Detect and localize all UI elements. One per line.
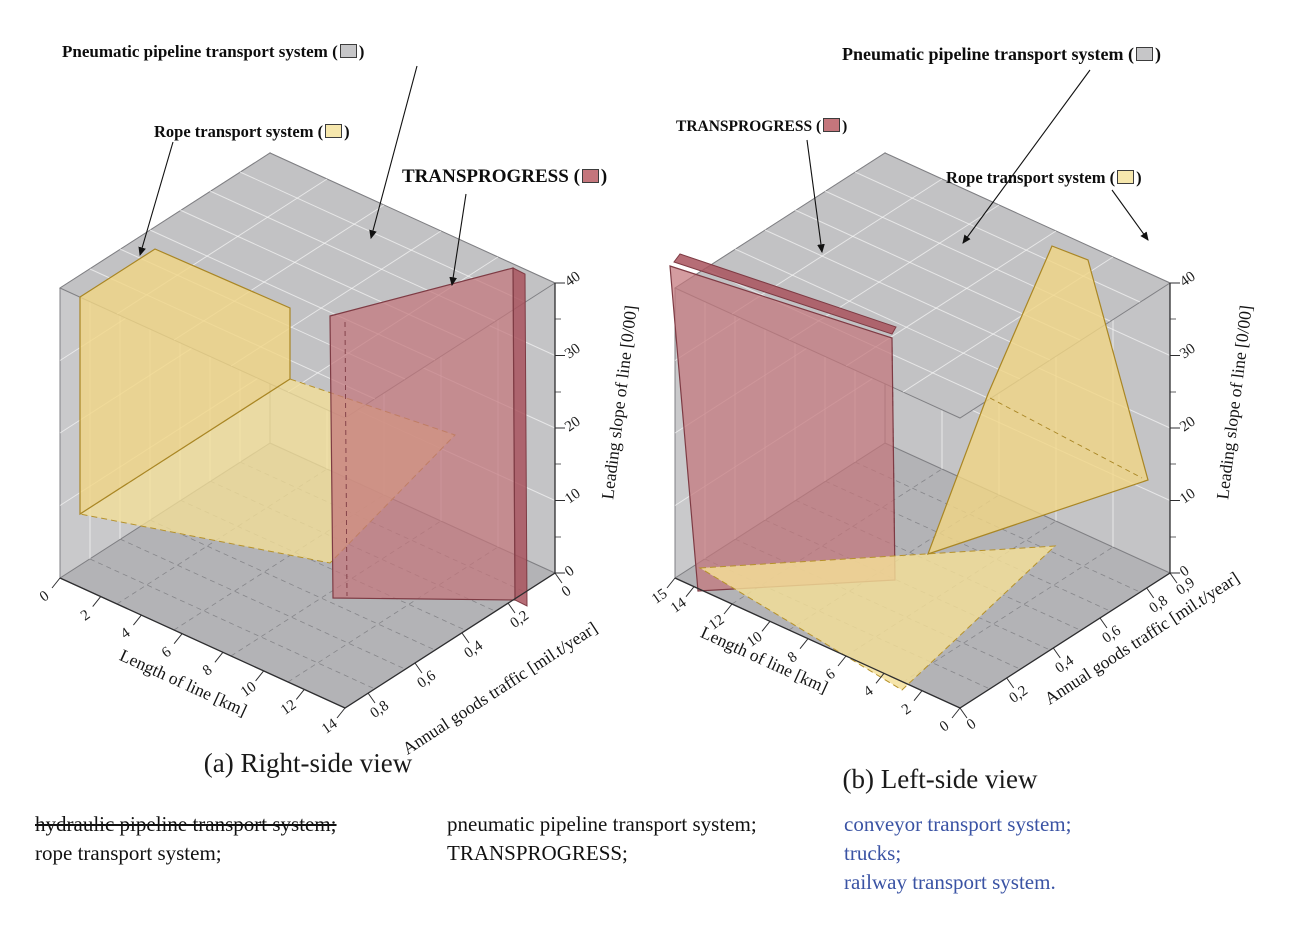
label-transprogress-a: TRANSPROGRESS () — [402, 166, 607, 188]
rope-slab-face — [79, 248, 291, 516]
footer-pneumatic: pneumatic pipeline transport system; — [447, 812, 757, 836]
label-pneumatic-a-close: ) — [358, 42, 365, 61]
transprogress-hidden-edge — [891, 337, 896, 581]
tick-label: 15 — [649, 586, 670, 608]
label-pneumatic-b: Pneumatic pipeline transport system () — [842, 44, 1161, 65]
tick-marks-a — [51, 282, 565, 719]
tick-label: 14 — [319, 716, 341, 738]
label-rope-a-text: Rope transport system ( — [154, 122, 324, 141]
footer-conveyor: conveyor transport system; — [844, 812, 1072, 836]
tick-label: 2 — [899, 701, 914, 718]
footer-transprogress: TRANSPROGRESS; — [447, 841, 628, 865]
footer-column-3: conveyor transport system; trucks; railw… — [844, 810, 1071, 897]
label-pneumatic-a-text: Pneumatic pipeline transport system ( — [62, 42, 338, 61]
tick-label: 0,4 — [461, 638, 486, 662]
tick-label: 14 — [668, 595, 690, 617]
tick-label: 20 — [562, 414, 583, 436]
tick-label: 20 — [1177, 414, 1198, 436]
tick-label: 0,2 — [507, 608, 532, 632]
footer-railway: railway transport system. — [844, 870, 1056, 894]
tick-label: 10 — [562, 486, 583, 508]
tick-label: 0 — [37, 588, 52, 605]
tick-label: 4 — [118, 625, 134, 643]
label-transprogress-b-text: TRANSPROGRESS ( — [676, 118, 822, 135]
caption-right-side-view: (a) Right-side view — [203, 748, 413, 778]
label-transprogress-b-close: ) — [842, 118, 848, 135]
transprogress-surfaces-a — [329, 267, 528, 607]
footer-column-2: pneumatic pipeline transport system; TRA… — [447, 810, 757, 868]
tick-label: 0 — [562, 563, 577, 580]
rope-swatch-icon — [325, 124, 343, 138]
label-transprogress-a-close: ) — [600, 166, 608, 187]
label-rope-b-text: Rope transport system ( — [946, 168, 1116, 187]
transprogress-slab-cap — [673, 253, 897, 335]
pneumatic-swatch-icon — [339, 44, 357, 58]
label-rope-a: Rope transport system () — [154, 122, 350, 142]
tick-label: 30 — [562, 341, 583, 363]
footer-column-1: hydraulic pipeline transport system; rop… — [35, 810, 337, 868]
plot-right-side-view: 0 2 4 6 8 10 12 14 0,8 0,6 0,4 0,2 0 0 1… — [37, 152, 641, 758]
rope-swatch-icon — [1117, 170, 1135, 184]
footer-hydraulic: hydraulic pipeline transport system; — [35, 812, 337, 836]
tick-label: 40 — [562, 269, 583, 291]
label-rope-b-close: ) — [1136, 168, 1142, 187]
rope-surfaces-b — [698, 245, 1149, 691]
rope-hidden-edge — [989, 397, 1143, 479]
tick-label: 0,8 — [367, 698, 392, 722]
transprogress-surfaces-b — [669, 253, 897, 592]
tick-label: 0,6 — [414, 668, 439, 692]
rope-slab-face — [926, 245, 1149, 555]
tick-label: 10 — [1177, 486, 1198, 508]
tick-label: 40 — [1177, 269, 1198, 291]
label-pneumatic-a: Pneumatic pipeline transport system () — [62, 42, 364, 62]
transprogress-slab-face — [329, 267, 516, 601]
pneumatic-swatch-icon — [1135, 47, 1153, 61]
tick-label: 0 — [559, 583, 574, 600]
floor-gridlines — [89, 461, 526, 690]
footer-rope: rope transport system; — [35, 841, 222, 865]
transprogress-swatch-icon — [823, 118, 841, 132]
tick-label: 4 — [861, 683, 877, 701]
label-pneumatic-b-close: ) — [1154, 44, 1161, 64]
footer-trucks: trucks; — [844, 841, 902, 865]
transprogress-swatch-icon — [581, 169, 599, 183]
label-rope-b: Rope transport system () — [946, 168, 1142, 188]
tick-label: 30 — [1177, 341, 1198, 363]
slope-axis-label: Leading slope of line [0/00] — [597, 304, 641, 500]
label-transprogress-b: TRANSPROGRESS () — [676, 118, 847, 136]
rope-floor-wedge — [698, 545, 1057, 691]
tick-label: 0 — [964, 716, 979, 733]
transprogress-hidden-edge — [344, 321, 348, 597]
tick-label: 0 — [937, 718, 952, 735]
slope-axis-label: Leading slope of line [0/00] — [1212, 304, 1256, 500]
plot-left-side-view: 15 14 12 10 8 6 4 2 0 0 0,2 0,4 0,6 0,8 … — [649, 152, 1256, 735]
label-pneumatic-b-text: Pneumatic pipeline transport system ( — [842, 44, 1134, 64]
tick-label: 0,2 — [1006, 683, 1031, 707]
label-transprogress-a-text: TRANSPROGRESS ( — [402, 166, 580, 187]
tick-label: 12 — [278, 697, 299, 719]
tick-label: 8 — [200, 662, 215, 679]
tick-marks-b — [666, 282, 1180, 719]
tick-label: 2 — [78, 607, 93, 624]
caption-left-side-view: (b) Left-side view — [842, 764, 1038, 794]
label-rope-a-close: ) — [344, 122, 350, 141]
tick-label: 6 — [159, 644, 175, 662]
